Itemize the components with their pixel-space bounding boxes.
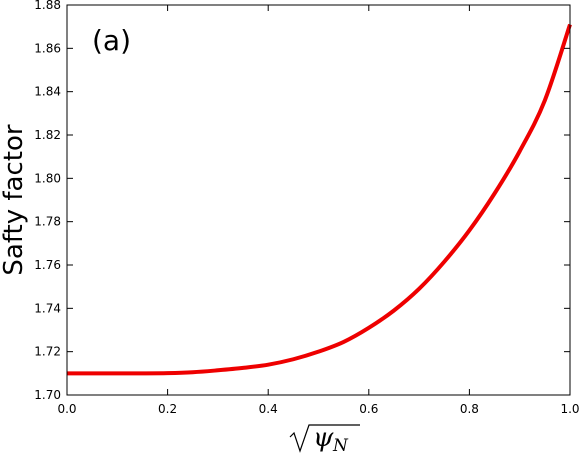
- x-axis-label: ψ N: [289, 423, 360, 455]
- y-tick-label: 1.74: [34, 301, 61, 315]
- x-tick-label: 0.6: [359, 402, 378, 416]
- y-tick-label: 1.86: [34, 41, 61, 55]
- x-tick-label: 1.0: [560, 402, 579, 416]
- x-tick-label: 0.8: [460, 402, 479, 416]
- y-tick-label: 1.84: [34, 85, 61, 99]
- y-tick-label: 1.72: [34, 345, 61, 359]
- plot-frame: [66, 4, 571, 396]
- axis-ticks: 0.0 0.2 0.4 0.6 0.8 1.0 1.70 1.72 1.74 1.76 1.78 1.…: [34, 0, 579, 416]
- plot-area: [67, 23, 572, 376]
- x-tick-label: 0.4: [259, 402, 278, 416]
- x-tick-label: 0.2: [158, 402, 177, 416]
- y-tick-label: 1.78: [34, 215, 61, 229]
- y-axis-label: Safty factor: [0, 124, 29, 275]
- x-axis-label-subscript: N: [332, 436, 349, 455]
- x-tick-label: 0.0: [57, 402, 76, 416]
- y-tick-label: 1.88: [34, 0, 61, 12]
- x-axis-label-base: ψ: [313, 423, 334, 453]
- y-tick-label: 1.80: [34, 171, 61, 185]
- y-tick-label: 1.70: [34, 388, 61, 402]
- sqrt-symbol: [289, 424, 360, 453]
- panel-label: (a): [92, 24, 131, 57]
- y-tick-label: 1.82: [34, 128, 61, 142]
- series-line-0: [67, 23, 572, 376]
- y-tick-label: 1.76: [34, 258, 61, 272]
